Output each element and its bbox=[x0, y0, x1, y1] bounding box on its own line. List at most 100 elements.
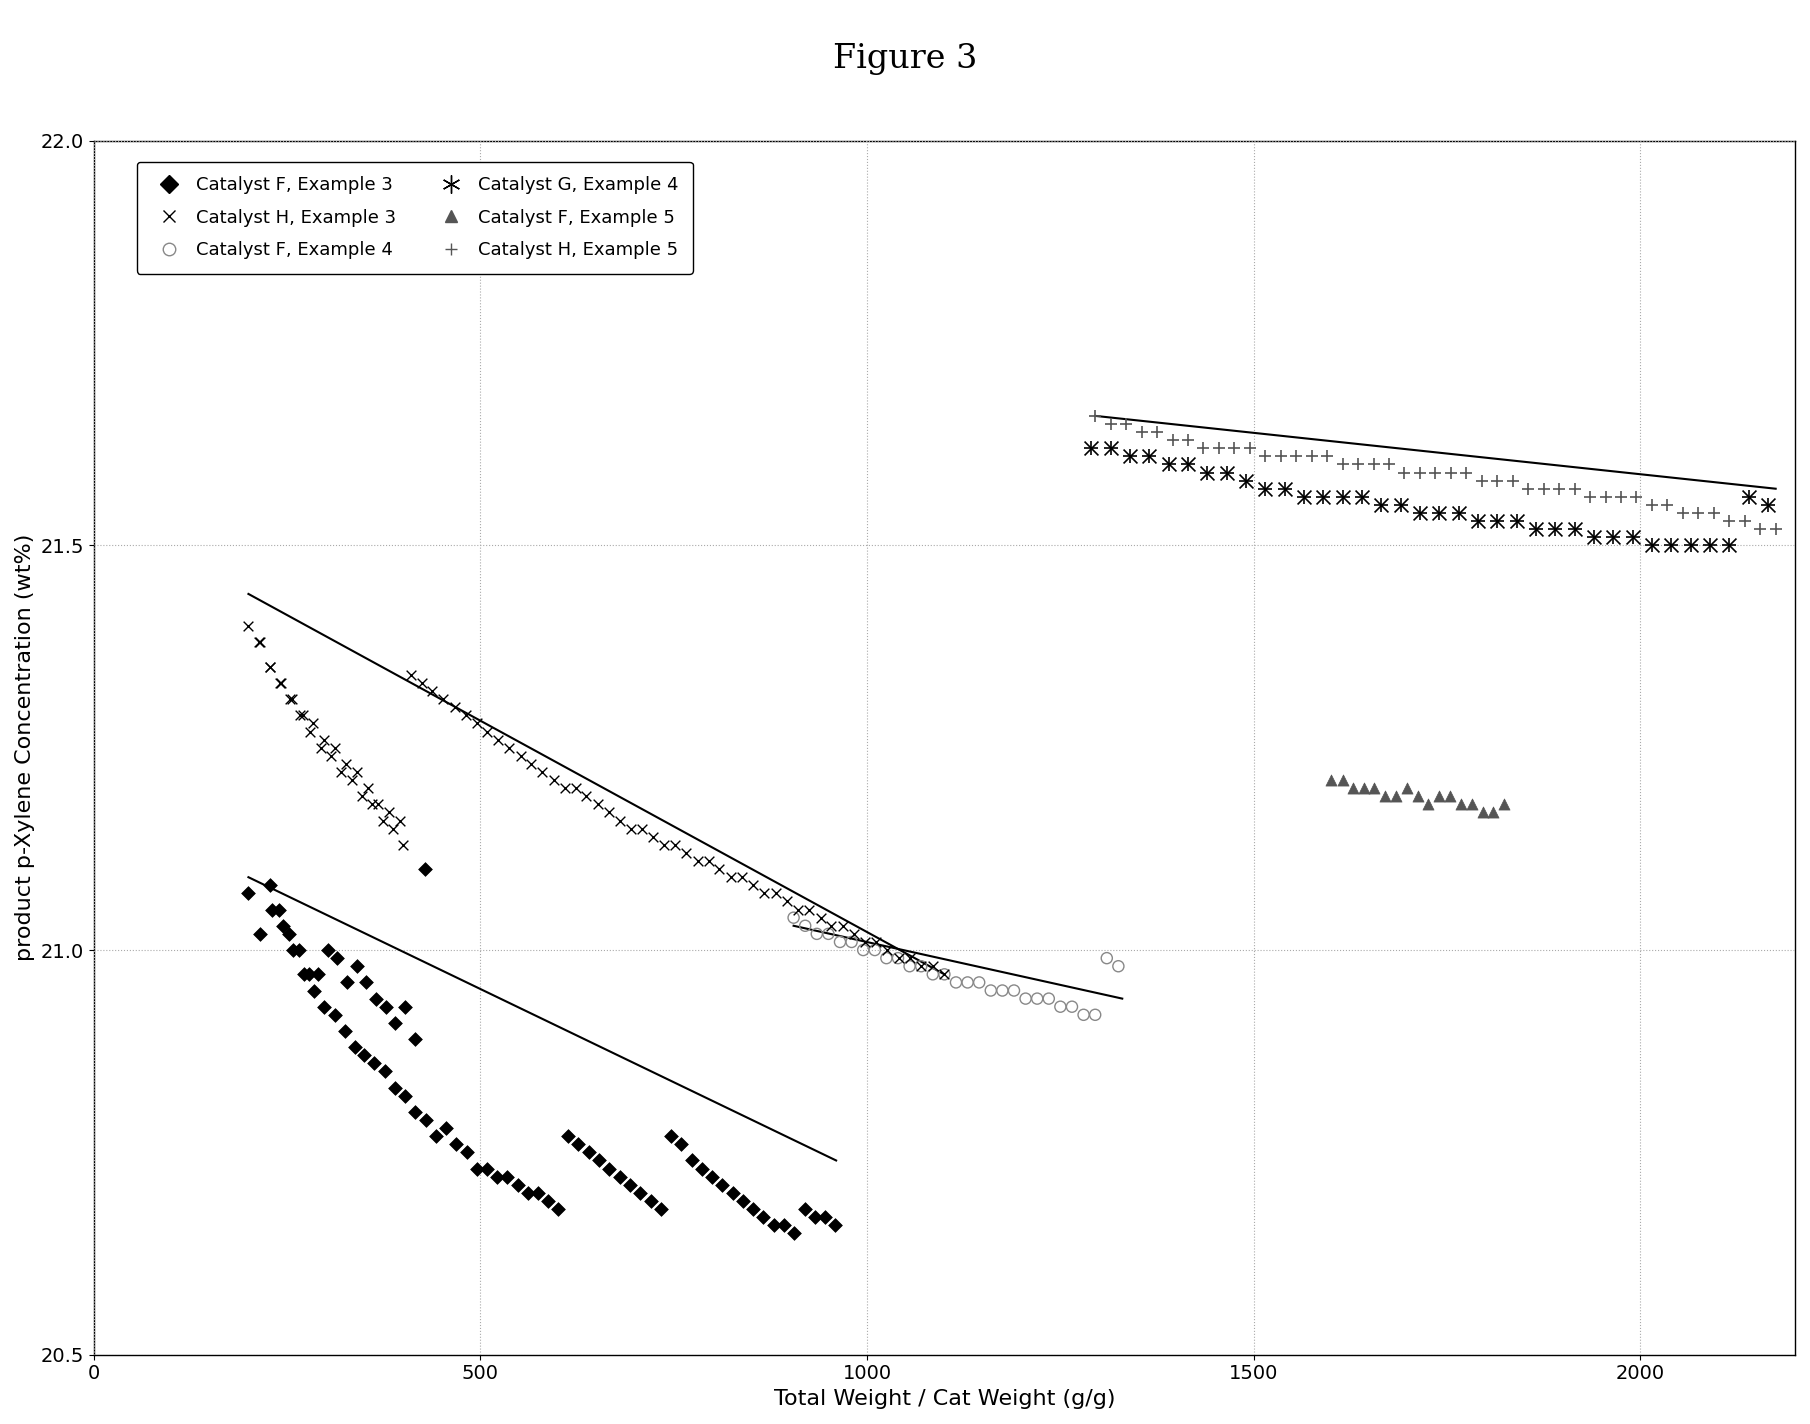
Point bbox=[266, 672, 295, 695]
Point bbox=[617, 817, 646, 840]
Point bbox=[534, 1189, 563, 1212]
Point bbox=[246, 923, 275, 946]
Point bbox=[563, 1134, 592, 1156]
Point bbox=[1135, 444, 1164, 467]
Point bbox=[391, 1084, 420, 1106]
Point bbox=[1158, 429, 1187, 451]
Point bbox=[1540, 518, 1569, 541]
Point bbox=[677, 1149, 706, 1172]
Point bbox=[1522, 518, 1551, 541]
Point bbox=[635, 1189, 664, 1212]
Point bbox=[380, 1077, 409, 1099]
Point bbox=[331, 1020, 360, 1042]
Point bbox=[264, 899, 293, 921]
Point bbox=[310, 995, 338, 1018]
Point bbox=[378, 817, 407, 840]
Point bbox=[1656, 534, 1685, 557]
Point bbox=[1374, 453, 1403, 476]
Point bbox=[1390, 461, 1419, 484]
Point bbox=[1347, 486, 1376, 508]
Point bbox=[862, 930, 891, 953]
Point bbox=[583, 793, 612, 816]
Point bbox=[1406, 461, 1435, 484]
Point bbox=[605, 809, 634, 832]
Point bbox=[1468, 470, 1497, 493]
Point bbox=[364, 793, 393, 816]
Point bbox=[320, 736, 349, 759]
Point bbox=[255, 655, 284, 678]
Point bbox=[1097, 437, 1126, 460]
Point bbox=[411, 857, 440, 880]
Point bbox=[310, 728, 338, 750]
Point bbox=[1097, 437, 1126, 460]
Point bbox=[523, 1182, 552, 1205]
Point bbox=[429, 688, 458, 711]
Point bbox=[299, 712, 328, 735]
Point bbox=[554, 1125, 583, 1148]
Point bbox=[1669, 501, 1698, 524]
Point bbox=[1081, 404, 1110, 427]
Point bbox=[1271, 477, 1300, 500]
Point bbox=[999, 980, 1028, 1002]
Point bbox=[1251, 477, 1280, 500]
Point bbox=[1618, 525, 1647, 548]
Point bbox=[539, 769, 568, 792]
Point bbox=[805, 906, 834, 928]
Point bbox=[1091, 947, 1120, 970]
Point bbox=[1598, 525, 1627, 548]
Point bbox=[1298, 444, 1327, 467]
Point bbox=[317, 745, 346, 768]
Point bbox=[1236, 437, 1265, 460]
Point bbox=[650, 833, 679, 856]
Point bbox=[738, 1198, 767, 1220]
Point bbox=[360, 1052, 389, 1075]
Point bbox=[1424, 785, 1453, 807]
Point bbox=[529, 760, 557, 783]
Point bbox=[708, 1173, 737, 1196]
Point bbox=[279, 938, 308, 961]
Point bbox=[749, 881, 778, 904]
Point bbox=[795, 899, 824, 921]
Point bbox=[391, 995, 420, 1018]
Point bbox=[244, 631, 273, 654]
Point bbox=[442, 1134, 471, 1156]
Point bbox=[418, 679, 447, 702]
Point bbox=[338, 769, 367, 792]
Point bbox=[954, 971, 983, 994]
Point bbox=[389, 833, 418, 856]
Point bbox=[1482, 470, 1511, 493]
Point bbox=[407, 672, 436, 695]
Point bbox=[749, 1206, 778, 1229]
Point bbox=[1656, 534, 1685, 557]
Point bbox=[820, 1213, 849, 1236]
Point bbox=[773, 890, 802, 913]
Point bbox=[1034, 987, 1062, 1010]
Point bbox=[286, 703, 315, 726]
Point bbox=[1189, 437, 1218, 460]
Point bbox=[320, 1004, 349, 1027]
Point bbox=[1468, 802, 1497, 824]
Point bbox=[1348, 776, 1377, 799]
Point bbox=[331, 752, 360, 775]
Point bbox=[1231, 470, 1260, 493]
Point bbox=[688, 1158, 717, 1180]
Point bbox=[472, 721, 501, 743]
Point bbox=[1444, 501, 1473, 524]
Point bbox=[1754, 494, 1783, 517]
Point bbox=[704, 857, 733, 880]
Point bbox=[907, 956, 936, 978]
Point bbox=[1142, 420, 1171, 443]
Point bbox=[1734, 486, 1763, 508]
Point bbox=[1057, 995, 1086, 1018]
Point bbox=[358, 793, 387, 816]
Point bbox=[349, 1044, 378, 1067]
Point bbox=[829, 914, 858, 937]
Point bbox=[400, 1028, 429, 1051]
Point bbox=[483, 1165, 512, 1188]
Point bbox=[507, 745, 536, 768]
Point bbox=[572, 785, 601, 807]
Point bbox=[1173, 429, 1202, 451]
Point bbox=[1386, 494, 1415, 517]
Point bbox=[883, 947, 912, 970]
Point bbox=[1271, 477, 1300, 500]
